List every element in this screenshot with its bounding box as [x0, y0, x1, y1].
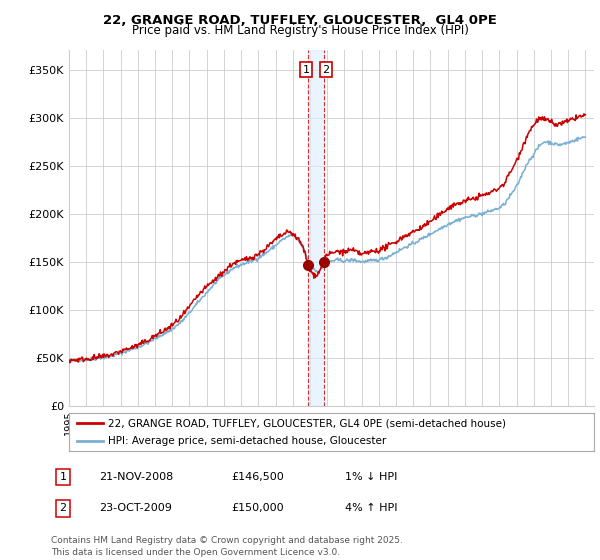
Text: 2: 2: [59, 503, 67, 514]
Text: Contains HM Land Registry data © Crown copyright and database right 2025.
This d: Contains HM Land Registry data © Crown c…: [51, 536, 403, 557]
Text: 22, GRANGE ROAD, TUFFLEY, GLOUCESTER,  GL4 0PE: 22, GRANGE ROAD, TUFFLEY, GLOUCESTER, GL…: [103, 14, 497, 27]
Text: Price paid vs. HM Land Registry's House Price Index (HPI): Price paid vs. HM Land Registry's House …: [131, 24, 469, 37]
Text: 1% ↓ HPI: 1% ↓ HPI: [345, 472, 397, 482]
Text: 22, GRANGE ROAD, TUFFLEY, GLOUCESTER, GL4 0PE (semi-detached house): 22, GRANGE ROAD, TUFFLEY, GLOUCESTER, GL…: [109, 418, 506, 428]
Text: 21-NOV-2008: 21-NOV-2008: [99, 472, 173, 482]
Bar: [308, 50, 324, 406]
Text: HPI: Average price, semi-detached house, Gloucester: HPI: Average price, semi-detached house,…: [109, 436, 386, 446]
Text: 1: 1: [59, 472, 67, 482]
Text: £150,000: £150,000: [231, 503, 284, 514]
Text: 2: 2: [322, 64, 329, 74]
Text: 4% ↑ HPI: 4% ↑ HPI: [345, 503, 398, 514]
Text: £146,500: £146,500: [231, 472, 284, 482]
Text: 1: 1: [302, 64, 310, 74]
Text: 23-OCT-2009: 23-OCT-2009: [99, 503, 172, 514]
